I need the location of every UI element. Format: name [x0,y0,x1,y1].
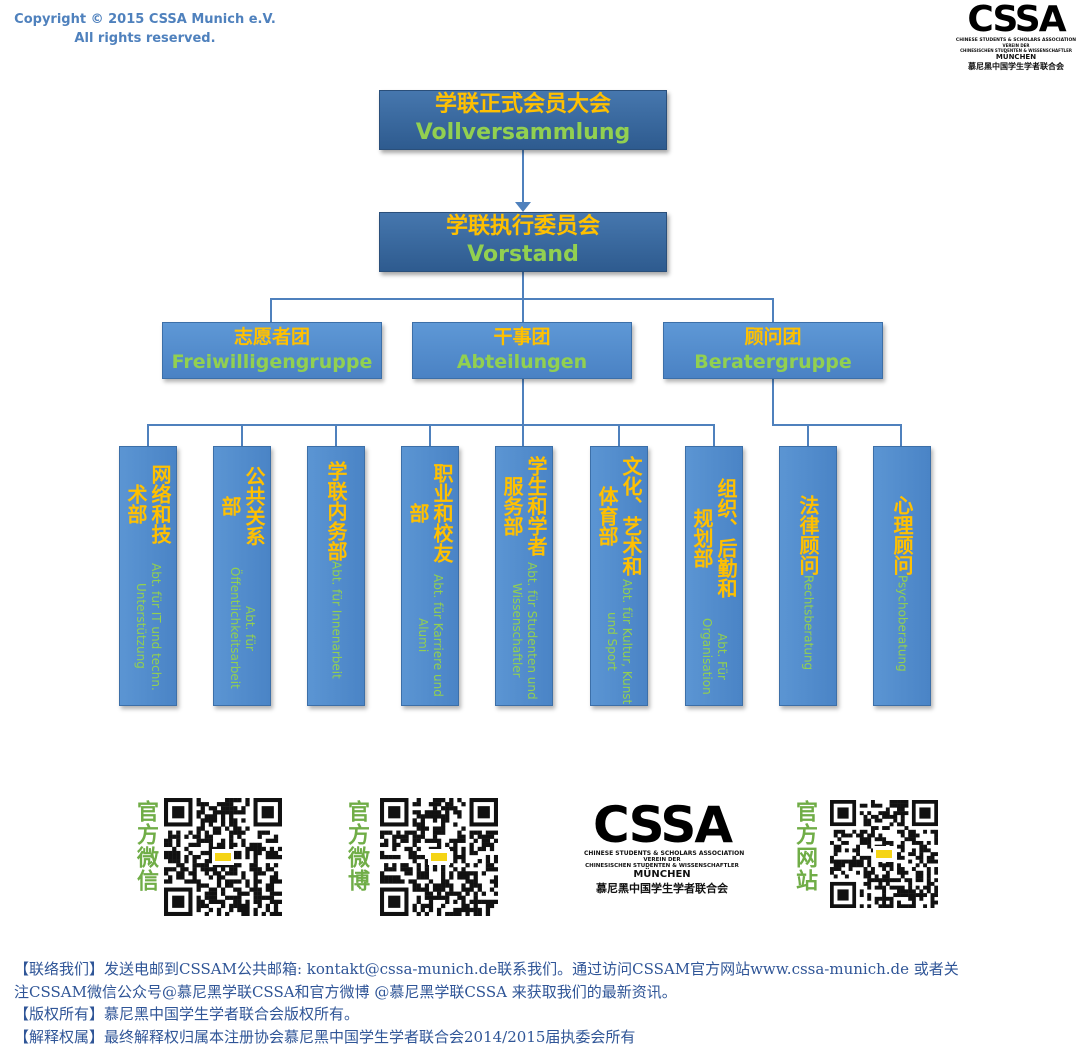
dept-de: Abt. für Innenarbeit [329,561,344,679]
dept-legal: 法律顾问 Rechtsberatung [779,446,837,706]
website-label: 官方网站 [792,800,817,892]
logo-line-3: CHINESISCHEN STUDENTEN & WISSENSCHAFTLER [960,48,1072,53]
dept-de: Abt. für IT und techn. Unterstützung [134,562,163,691]
dept-zh: 学生和学者服务部 [500,455,548,556]
dept-zh: 法律顾问 [796,495,820,576]
logo-mark: CSSA [967,0,1066,40]
dept-de: Abt. für Kultur, Kunst und Sport [605,578,634,704]
dept-organisation: 组织、后勤和规划部 Abt. Für Organisation [685,446,743,706]
dept-culture: 文化、艺术和体育部 Abt. für Kultur, Kunst und Spor… [590,446,648,706]
dept-de: Psychoberatung [895,574,910,672]
group-departments: 干事团 Abteilungen [412,322,632,379]
dept-de: Abt. für Öffentlichkeitsarbeit [228,567,257,689]
weibo-label: 官方微博 [344,800,369,892]
dept-zh: 组织、后勤和规划部 [690,478,738,599]
dept-zh: 学联内务部 [324,461,348,561]
footer-contact-line-2: 注CSSAM微信公众号@慕尼黑学联CSSA和官方微博 @慕尼黑学联CSSA 来获… [14,982,677,1001]
dept-de: Abt. für Studenten und Wissenschaftler [510,561,539,700]
group-de: Freiwilligengruppe [171,351,373,373]
copyright-line-1: Copyright © 2015 CSSA Munich e.V. [14,12,276,27]
dept-pr: 公共关系部 Abt. für Öffentlichkeitsarbeit [213,446,271,706]
dept-de: Rechtsberatung [801,575,816,671]
dept-zh: 心理顾问 [890,494,914,575]
assembly-de: Vollversammlung [415,120,631,145]
logo-line-5: 慕尼黑中国学生学者联合会 [968,62,1064,71]
dept-de: Abt. für Karriere und Alumi [416,573,445,697]
dept-zh: 网络和技术部 [124,464,172,545]
group-de: Beratergruppe [694,351,852,373]
copyright-notice: Copyright © 2015 CSSA Munich e.V. All ri… [10,10,280,48]
copyright-line-2: All rights reserved. [74,31,216,46]
dept-career: 职业和校友部 Abt. für Karriere und Alumi [401,446,459,706]
group-zh: 志愿者团 [233,326,310,348]
group-zh: 干事团 [493,326,551,348]
board-box: 学联执行委员会 Vorstand [379,212,667,272]
logo-line-4: MÜNCHEN [633,869,691,880]
website-qr-code[interactable] [830,800,938,908]
dept-zh: 职业和校友部 [406,463,454,564]
wechat-qr-code[interactable] [164,798,282,916]
logo-line-1: CHINESE STUDENTS & SCHOLARS ASSOCIATION [955,38,1077,43]
footer-contact-line-1: 【联络我们】发送电邮到CSSAM公共邮箱: kontakt@cssa-munic… [14,960,959,978]
logo-line-2: VEREIN DER [1002,43,1030,48]
footer: 【联络我们】发送电邮到CSSAM公共邮箱: kontakt@cssa-munic… [14,958,1078,1048]
cssa-logo-top: CSSA CHINESE STUDENTS & SCHOLARS ASSOCIA… [952,2,1080,72]
dept-de: Abt. Für Organisation [700,617,729,695]
weibo-qr-code[interactable] [380,798,498,916]
dept-it: 网络和技术部 Abt. für IT und techn. Unterstützu… [119,446,177,706]
logo-line-4: MÜNCHEN [995,53,1037,61]
dept-internal: 学联内务部 Abt. für Innenarbeit [307,446,365,706]
dept-zh: 文化、艺术和体育部 [595,456,643,577]
dept-students: 学生和学者服务部 Abt. für Studenten und Wissensch… [495,446,553,706]
logo-line-5: 慕尼黑中国学生学者联合会 [596,882,728,895]
assembly-zh: 学联正式会员大会 [434,92,611,117]
footer-interpretation-line: 【解释权属】最终解释权归属本注册协会慕尼黑中国学生学者联合会2014/2015届… [14,1027,636,1046]
logo-line-1: CHINESE STUDENTS & SCHOLARS ASSOCIATION [584,850,745,857]
board-de: Vorstand [467,242,579,267]
assembly-box: 学联正式会员大会 Vollversammlung [379,90,667,150]
cssa-logo-center: CSSA CHINESE STUDENTS & SCHOLARS ASSOCIA… [584,796,745,896]
board-zh: 学联执行委员会 [445,214,600,239]
logo-mark: CSSA [592,796,733,854]
group-volunteers: 志愿者团 Freiwilligengruppe [162,322,382,379]
group-de: Abteilungen [456,351,588,373]
dept-psych: 心理顾问 Psychoberatung [873,446,931,706]
logo-line-3: CHINESISCHEN STUDENTEN & WISSENSCHAFTLER [585,863,739,869]
group-zh: 顾问团 [744,326,802,348]
wechat-label: 官方微信 [133,800,158,892]
group-advisors: 顾问团 Beratergruppe [663,322,883,379]
dept-zh: 公共关系部 [218,466,266,547]
footer-copyright-line: 【版权所有】慕尼黑中国学生学者联合会版权所有。 [14,1005,360,1023]
logo-line-2: VEREIN DER [643,857,681,863]
